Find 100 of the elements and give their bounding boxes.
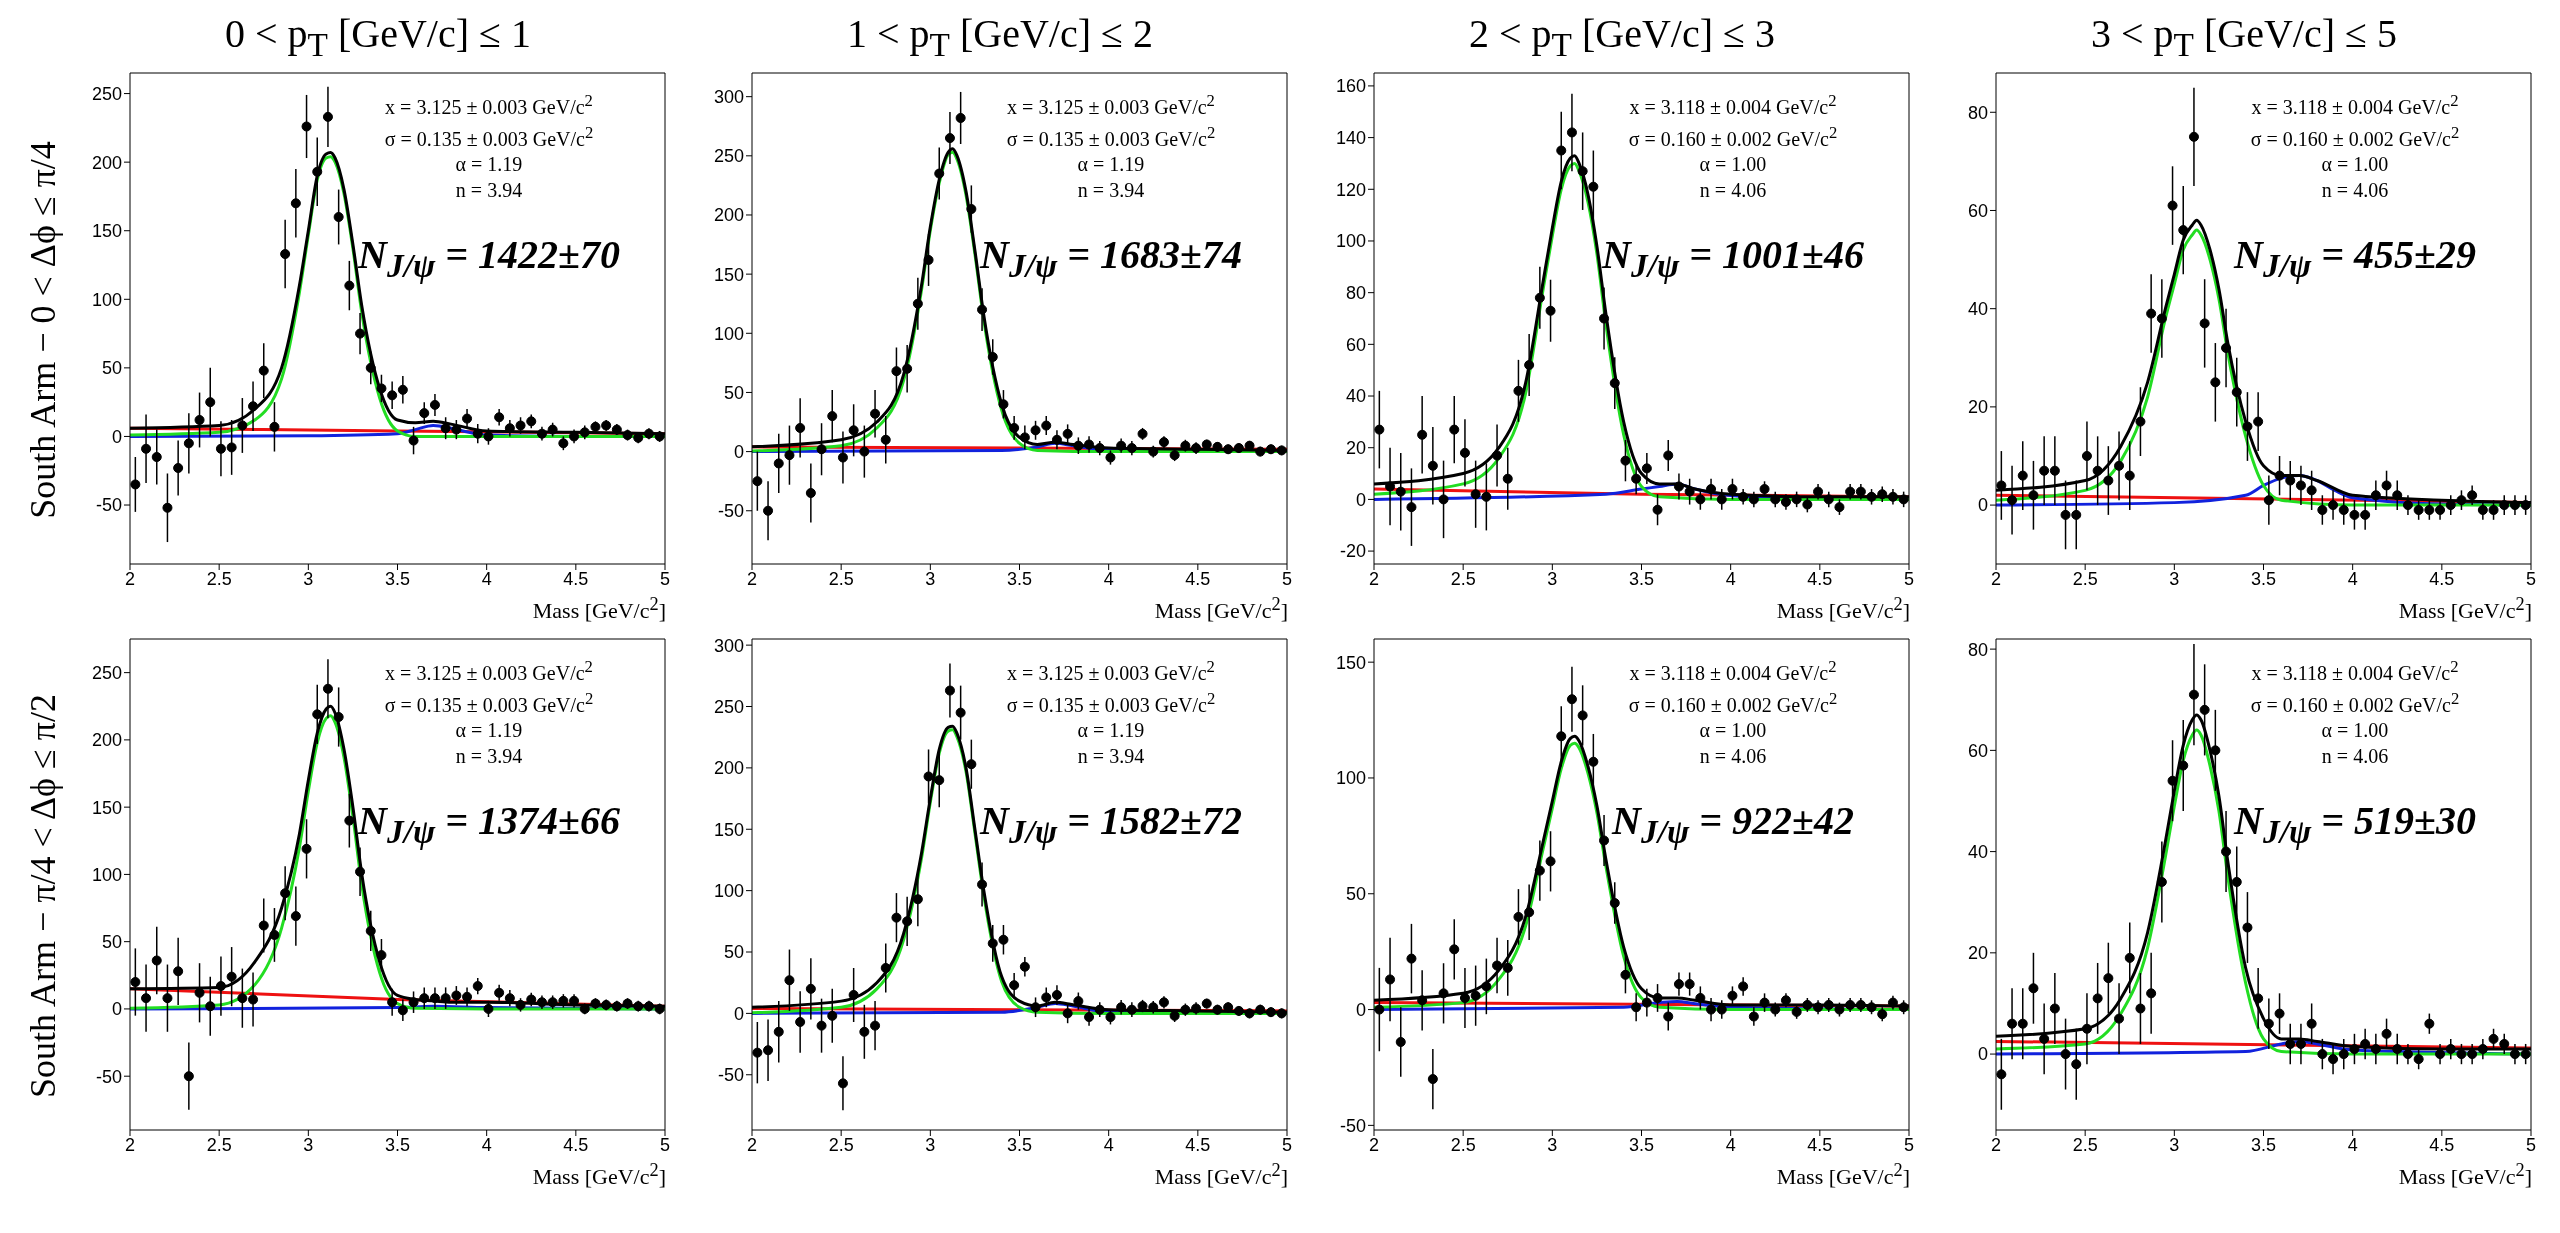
annotation: σ = 0.160 ± 0.002 GeV/c$^{2}$	[2249, 121, 2461, 152]
x-tick-label: 2	[1368, 568, 1380, 589]
x-axis-title: Mass [GeV/c$^{2}$]	[531, 594, 667, 624]
x-tick-label: 3	[1547, 568, 1558, 589]
y-tick-label: 200	[713, 205, 744, 226]
x-tick-label: 2.5	[828, 1134, 854, 1155]
y-tick-label: 100	[1335, 768, 1366, 789]
y-axis-title: South Arm − 0 < Δϕ ≤ π/4	[22, 141, 64, 519]
x-tick-label: 4.5	[563, 1134, 589, 1155]
annotation: N$_{J/ψ}$ = 1422±70	[356, 231, 621, 286]
x-tick-label: 3	[2169, 1134, 2180, 1155]
y-tick-label: 120	[1335, 179, 1366, 200]
x-tick-label: 3	[925, 1134, 936, 1155]
x-tick-label: 4.5	[2429, 568, 2455, 589]
x-tick-label: 5	[1903, 1134, 1915, 1155]
annotation: n = 3.94	[454, 178, 524, 204]
y-tick-label: 0	[111, 999, 122, 1020]
annotation: x = 3.118 ± 0.004 GeV/c$^{2}$	[2250, 90, 2460, 120]
annotation: σ = 0.160 ± 0.002 GeV/c$^{2}$	[1627, 121, 1839, 152]
x-tick-label: 2.5	[2072, 1134, 2098, 1155]
annotation: σ = 0.160 ± 0.002 GeV/c$^{2}$	[2249, 687, 2461, 718]
x-tick-label: 2.5	[828, 568, 854, 589]
annotation: α = 1.19	[1076, 718, 1146, 744]
x-tick-label: 5	[1281, 568, 1293, 589]
x-tick-label: 4	[1725, 568, 1736, 589]
y-tick-label: -50	[95, 1066, 122, 1087]
x-tick-label: 3	[2169, 568, 2180, 589]
annotation: n = 4.06	[1698, 178, 1768, 204]
x-tick-label: 3.5	[1006, 568, 1033, 589]
chart-title: 3 < p$_{T}$ [GeV/c] ≤ 5	[2091, 10, 2397, 64]
y-tick-label: -20	[1339, 541, 1366, 562]
x-tick-label: 5	[1281, 1134, 1293, 1155]
y-tick-label: 40	[1967, 299, 1988, 320]
annotation: N$_{J/ψ}$ = 1374±66	[356, 797, 621, 852]
y-tick-label: 140	[1335, 128, 1366, 148]
annotation: σ = 0.135 ± 0.003 GeV/c$^{2}$	[383, 687, 595, 718]
y-tick-label: 150	[1335, 652, 1366, 673]
y-tick-label: 0	[733, 441, 744, 462]
y-tick-label: 100	[91, 289, 122, 310]
y-tick-label: 20	[1967, 397, 1988, 418]
annotation: N$_{J/ψ}$ = 1001±46	[1600, 231, 1865, 286]
x-tick-label: 2.5	[1450, 568, 1476, 589]
annotation: α = 1.00	[1698, 152, 1768, 178]
annotation: x = 3.118 ± 0.004 GeV/c$^{2}$	[1628, 90, 1838, 120]
y-tick-label: 0	[1977, 495, 1988, 516]
y-tick-label: 40	[1967, 841, 1988, 862]
x-tick-label: 4	[2347, 568, 2358, 589]
y-tick-label: -50	[1339, 1115, 1366, 1136]
x-axis-title: Mass [GeV/c$^{2}$]	[1153, 1160, 1289, 1190]
x-tick-label: 2	[124, 568, 136, 589]
annotation: N$_{J/ψ}$ = 455±29	[2232, 231, 2477, 286]
x-tick-label: 3.5	[2250, 1134, 2277, 1155]
y-tick-label: -50	[95, 495, 122, 516]
annotation: α = 1.19	[454, 718, 524, 744]
y-tick-label: 100	[91, 864, 122, 885]
annotation: n = 3.94	[454, 744, 524, 770]
annotation: σ = 0.135 ± 0.003 GeV/c$^{2}$	[1005, 687, 1217, 718]
y-tick-label: 150	[91, 221, 122, 242]
annotation: N$_{J/ψ}$ = 1683±74	[978, 231, 1243, 286]
x-tick-label: 2	[1990, 568, 2002, 589]
y-tick-label: -50	[717, 1065, 744, 1086]
x-tick-label: 3	[303, 568, 314, 589]
x-tick-label: 4	[1725, 1134, 1736, 1155]
x-tick-label: 3	[303, 1134, 314, 1155]
x-tick-label: 4.5	[1185, 1134, 1211, 1155]
x-tick-label: 2.5	[1450, 1134, 1476, 1155]
annotation: σ = 0.135 ± 0.003 GeV/c$^{2}$	[383, 121, 595, 152]
annotation: n = 4.06	[2320, 178, 2390, 204]
y-tick-label: 50	[1345, 884, 1366, 905]
y-tick-label: 250	[91, 663, 122, 684]
y-tick-label: 60	[1967, 740, 1988, 761]
annotation: α = 1.00	[2320, 718, 2390, 744]
annotation: N$_{J/ψ}$ = 922±42	[1610, 797, 1855, 852]
y-tick-label: 250	[91, 83, 122, 104]
x-tick-label: 3.5	[384, 1134, 411, 1155]
annotation: n = 4.06	[1698, 744, 1768, 770]
y-tick-label: 0	[1355, 999, 1366, 1020]
x-tick-label: 4.5	[1185, 568, 1211, 589]
annotation: x = 3.118 ± 0.004 GeV/c$^{2}$	[2250, 656, 2460, 686]
y-tick-label: 60	[1345, 334, 1366, 355]
y-axis-title: South Arm − π/4 < Δϕ ≤ π/2	[22, 694, 64, 1098]
y-tick-label: 100	[713, 323, 744, 344]
x-tick-label: 2	[1368, 1134, 1380, 1155]
x-tick-label: 5	[2525, 568, 2537, 589]
annotation: x = 3.125 ± 0.003 GeV/c$^{2}$	[1006, 656, 1216, 686]
y-tick-label: 80	[1967, 102, 1988, 123]
y-tick-label: 50	[101, 358, 122, 379]
y-tick-label: 50	[723, 942, 744, 963]
annotation: σ = 0.135 ± 0.003 GeV/c$^{2}$	[1005, 121, 1217, 152]
y-tick-label: 150	[91, 797, 122, 818]
chart-title: 2 < p$_{T}$ [GeV/c] ≤ 3	[1469, 10, 1775, 64]
x-tick-label: 4.5	[563, 568, 589, 589]
annotation: α = 1.19	[454, 152, 524, 178]
x-tick-label: 3	[1547, 1134, 1558, 1155]
x-tick-label: 3.5	[1628, 568, 1655, 589]
annotation: N$_{J/ψ}$ = 1582±72	[978, 797, 1243, 852]
y-tick-label: 300	[713, 87, 744, 108]
y-tick-label: 200	[91, 152, 122, 173]
x-tick-label: 5	[1903, 568, 1915, 589]
x-tick-label: 3	[925, 568, 936, 589]
